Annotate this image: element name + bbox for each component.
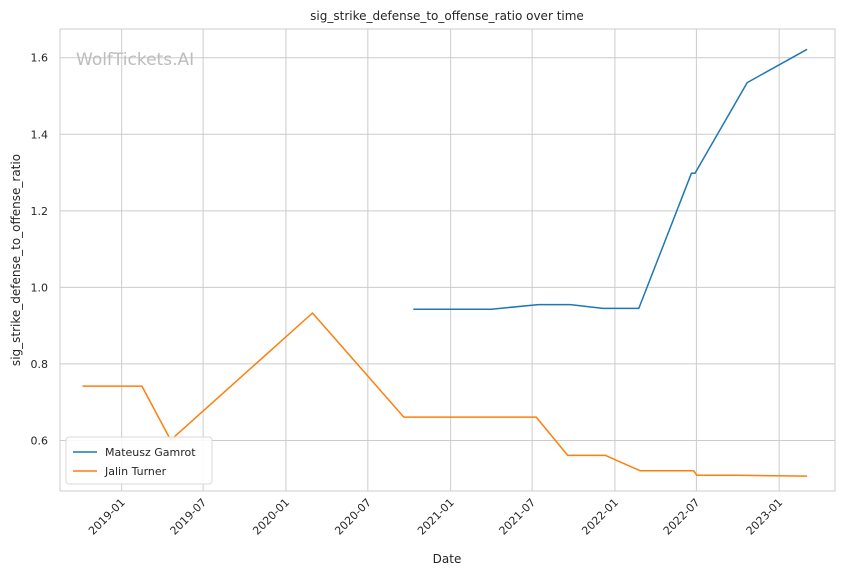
legend-box: [65, 436, 213, 485]
y-tick-label: 0.6: [31, 434, 49, 447]
y-tick-label: 1.2: [31, 205, 49, 218]
x-tick-label: 2020-01: [250, 496, 292, 538]
watermark-text: WolfTickets.AI: [76, 50, 194, 70]
y-tick-labels: 0.6 0.8 1.0 1.2 1.4 1.6: [31, 52, 49, 448]
x-tick-labels: 2019-01 2019-07 2020-01 2020-07 2021-01 2021-…: [86, 496, 785, 538]
y-tick-label: 0.8: [31, 358, 49, 371]
x-tick-label: 2019-01: [86, 496, 128, 538]
x-tick-label: 2020-07: [332, 496, 374, 538]
x-tick-label: 2022-07: [661, 496, 703, 538]
y-tick-label: 1.4: [31, 128, 49, 141]
legend-label: Mateusz Gamrot: [105, 446, 196, 459]
x-tick-label: 2022-01: [579, 496, 621, 538]
y-axis-title: sig_strike_defense_to_offense_ratio: [9, 154, 23, 366]
grid-lines: [60, 29, 835, 491]
x-tick-label: 2021-07: [497, 496, 539, 538]
x-axis-title: Date: [433, 552, 462, 566]
series-line-1: [413, 48, 808, 310]
x-tick-label: 2023-01: [744, 496, 786, 538]
plot-area: [59, 28, 836, 492]
x-tick-label: 2021-01: [415, 496, 457, 538]
x-tick-label: 2019-07: [168, 496, 210, 538]
y-tick-label: 1.6: [31, 52, 49, 65]
chart-title: sig_strike_defense_to_offense_ratio over…: [310, 9, 584, 23]
legend-label: Jalin Turner: [104, 465, 167, 478]
y-tick-label: 1.0: [31, 281, 49, 294]
legend: Mateusz Gamrot Jalin Turner: [65, 436, 213, 485]
